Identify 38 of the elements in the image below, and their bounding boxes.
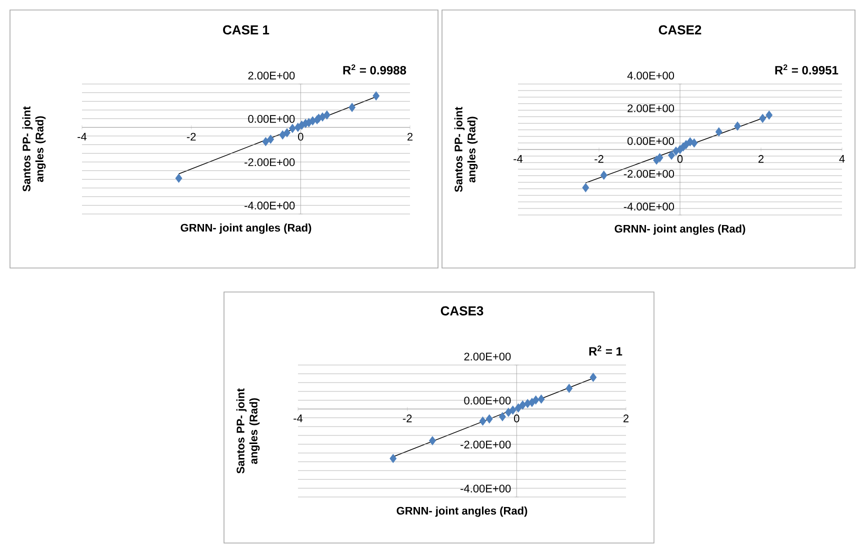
x-tick-label: 2 (758, 155, 764, 163)
y-tick-label: -2.00E+00 (244, 158, 295, 166)
y-tick-label: 2.00E+00 (628, 104, 674, 112)
y-axis-title: Santos PP- joint angles (Rad) (454, 106, 478, 192)
chart-title: CASE2 (658, 25, 702, 34)
chart-title: CASE 1 (223, 25, 270, 34)
x-tick-label: -2 (402, 414, 412, 422)
text: R$^{2}$ = 1 (589, 346, 622, 356)
text: R$^{2}$ = 0.9951 (775, 64, 838, 74)
y-tick-label: -2.00E+00 (624, 170, 674, 178)
y-tick-label: 4.00E+00 (627, 72, 674, 80)
y-axis-title: Santos PP- joint angles (Rad) (236, 388, 260, 474)
x-axis-title: GRNN- joint angles (Rad) (396, 506, 528, 517)
y-tick-label: -4.00E+00 (624, 202, 674, 210)
y-tick-label: -4.00E+00 (244, 202, 295, 210)
x-tick-label: -4 (514, 155, 523, 163)
x-tick-label: 0 (677, 155, 683, 163)
x-tick-label: -2 (594, 155, 604, 163)
x-tick-label: 2 (623, 414, 629, 422)
x-tick-label: 4 (839, 155, 845, 163)
x-tick-label: 2 (407, 132, 413, 141)
y-tick-label: 2.00E+00 (464, 352, 511, 360)
y-tick-label: 0.00E+00 (627, 137, 674, 145)
x-axis-title: GRNN- joint angles (Rad) (180, 224, 312, 234)
y-tick-label: 2.00E+00 (248, 72, 295, 80)
y-tick-label: -2.00E+00 (460, 440, 511, 448)
y-tick-label: -4.00E+00 (460, 484, 511, 492)
x-tick-label: 0 (514, 414, 520, 422)
x-tick-label: 0 (298, 132, 304, 141)
x-tick-label: -4 (294, 414, 303, 422)
x-tick-label: -2 (186, 132, 196, 141)
x-axis-title: GRNN- joint angles (Rad) (614, 224, 746, 235)
y-tick-label: 0.00E+00 (248, 115, 295, 123)
chart-title: CASE3 (440, 306, 484, 316)
text: R$^{2}$ = 0.9988 (343, 64, 406, 74)
x-tick-label: -4 (78, 132, 87, 140)
y-axis-title: Santos PP- joint angles (Rad) (22, 106, 46, 192)
y-tick-label: 0.00E+00 (464, 396, 511, 404)
